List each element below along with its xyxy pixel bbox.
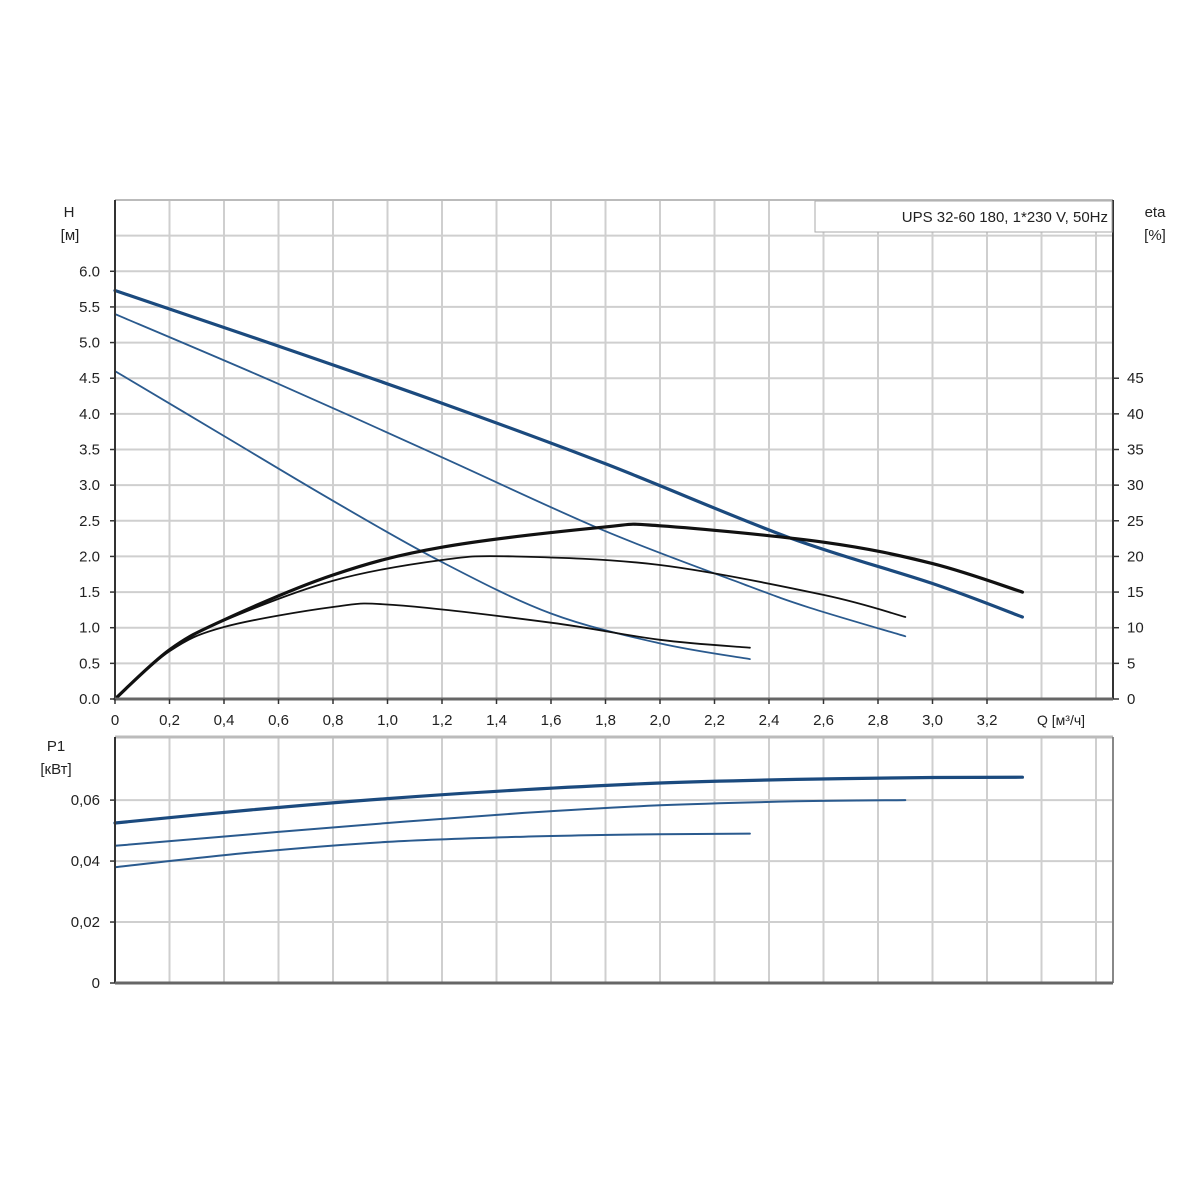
y-axis-label-p1: P1 <box>47 738 65 755</box>
x-tick-label: 0,8 <box>323 712 344 729</box>
y2-tick-label: 10 <box>1127 620 1144 637</box>
y-tick-label: 1.0 <box>79 620 100 637</box>
head-curve-1 <box>113 288 1024 619</box>
lower-curves <box>113 775 1024 869</box>
y-tick-label: 2.0 <box>79 548 100 565</box>
x-tick-label: 1,0 <box>377 712 398 729</box>
y-axis-unit-h: [м] <box>61 227 80 244</box>
y-tick-label: 0.0 <box>79 691 100 708</box>
x-tick-label: 1,8 <box>595 712 616 729</box>
x-tick-label: 1,4 <box>486 712 507 729</box>
y-tick-label: 0 <box>92 975 100 992</box>
legend-title: UPS 32-60 180, 1*230 V, 50Hz <box>902 209 1108 226</box>
x-tick-label: 1,6 <box>541 712 562 729</box>
x-tick-label: 0,2 <box>159 712 180 729</box>
y-axis-unit-p1: [кВт] <box>40 761 71 778</box>
y2-tick-label: 45 <box>1127 370 1144 387</box>
x-tick-label: 3,0 <box>922 712 943 729</box>
x-tick-label: 2,8 <box>868 712 889 729</box>
y-tick-label: 2.5 <box>79 513 100 530</box>
x-tick-label: 0,4 <box>214 712 235 729</box>
y-tick-label: 5.5 <box>79 299 100 316</box>
y2-tick-label: 40 <box>1127 406 1144 423</box>
y2-tick-label: 0 <box>1127 691 1135 708</box>
x-tick-label: 3,2 <box>977 712 998 729</box>
efficiency-curve-2 <box>114 555 907 700</box>
y-tick-label: 4.5 <box>79 370 100 387</box>
head-efficiency-plot: 0.0 0.5 1.0 1.5 2.0 2.5 3.0 3.5 4.0 4.5 5.0 5.5 6.0 0… <box>61 199 1167 729</box>
x-tick-label: 0,6 <box>268 712 289 729</box>
legend-box: UPS 32-60 180, 1*230 V, 50Hz <box>814 200 1113 233</box>
y-tick-label: 6.0 <box>79 263 100 280</box>
x-tick-label: 2,4 <box>759 712 780 729</box>
y2-tick-label: 15 <box>1127 584 1144 601</box>
x-tick-label: 1,2 <box>432 712 453 729</box>
upper-curves <box>113 288 1024 701</box>
y-tick-label: 3.0 <box>79 477 100 494</box>
head-curve-3 <box>114 370 751 660</box>
efficiency-curve-3 <box>114 602 751 700</box>
y-tick-label: 0,04 <box>71 853 100 870</box>
y2-tick-label: 20 <box>1127 548 1144 565</box>
x-tick-label: 2,6 <box>813 712 834 729</box>
y-axis-label-h: H <box>64 204 75 221</box>
y-tick-label: 1.5 <box>79 584 100 601</box>
power-curve-1 <box>113 775 1024 825</box>
x-tick-label: 0 <box>111 712 119 729</box>
upper-grid <box>115 199 1113 699</box>
y-tick-label: 0.5 <box>79 655 100 672</box>
x-tick-label: 2,0 <box>650 712 671 729</box>
y-tick-label: 0,02 <box>71 914 100 931</box>
head-curve-2 <box>114 313 907 638</box>
lower-grid <box>115 735 1113 983</box>
y-tick-label: 3.5 <box>79 442 100 459</box>
y2-tick-label: 25 <box>1127 513 1144 530</box>
y2-tick-label: 5 <box>1127 655 1135 672</box>
power-plot: 0 0,02 0,04 0,06 P1 [кВт] <box>40 735 1114 992</box>
upper-axes: 0.0 0.5 1.0 1.5 2.0 2.5 3.0 3.5 4.0 4.5 5.0 5.5 6.0 0… <box>79 200 1144 729</box>
y2-tick-label: 35 <box>1127 442 1144 459</box>
y2-axis-unit-eta: [%] <box>1144 227 1166 244</box>
x-tick-label: 2,2 <box>704 712 725 729</box>
y2-tick-label: 30 <box>1127 477 1144 494</box>
power-curve-2 <box>114 799 907 847</box>
lower-axes: 0 0,02 0,04 0,06 <box>71 737 1114 992</box>
y-tick-label: 4.0 <box>79 406 100 423</box>
power-curve-3 <box>114 832 751 869</box>
y-tick-label: 0,06 <box>71 792 100 809</box>
y2-axis-label-eta: eta <box>1145 204 1167 221</box>
y-tick-label: 5.0 <box>79 335 100 352</box>
x-axis-label-q: Q [м³/ч] <box>1037 712 1085 728</box>
